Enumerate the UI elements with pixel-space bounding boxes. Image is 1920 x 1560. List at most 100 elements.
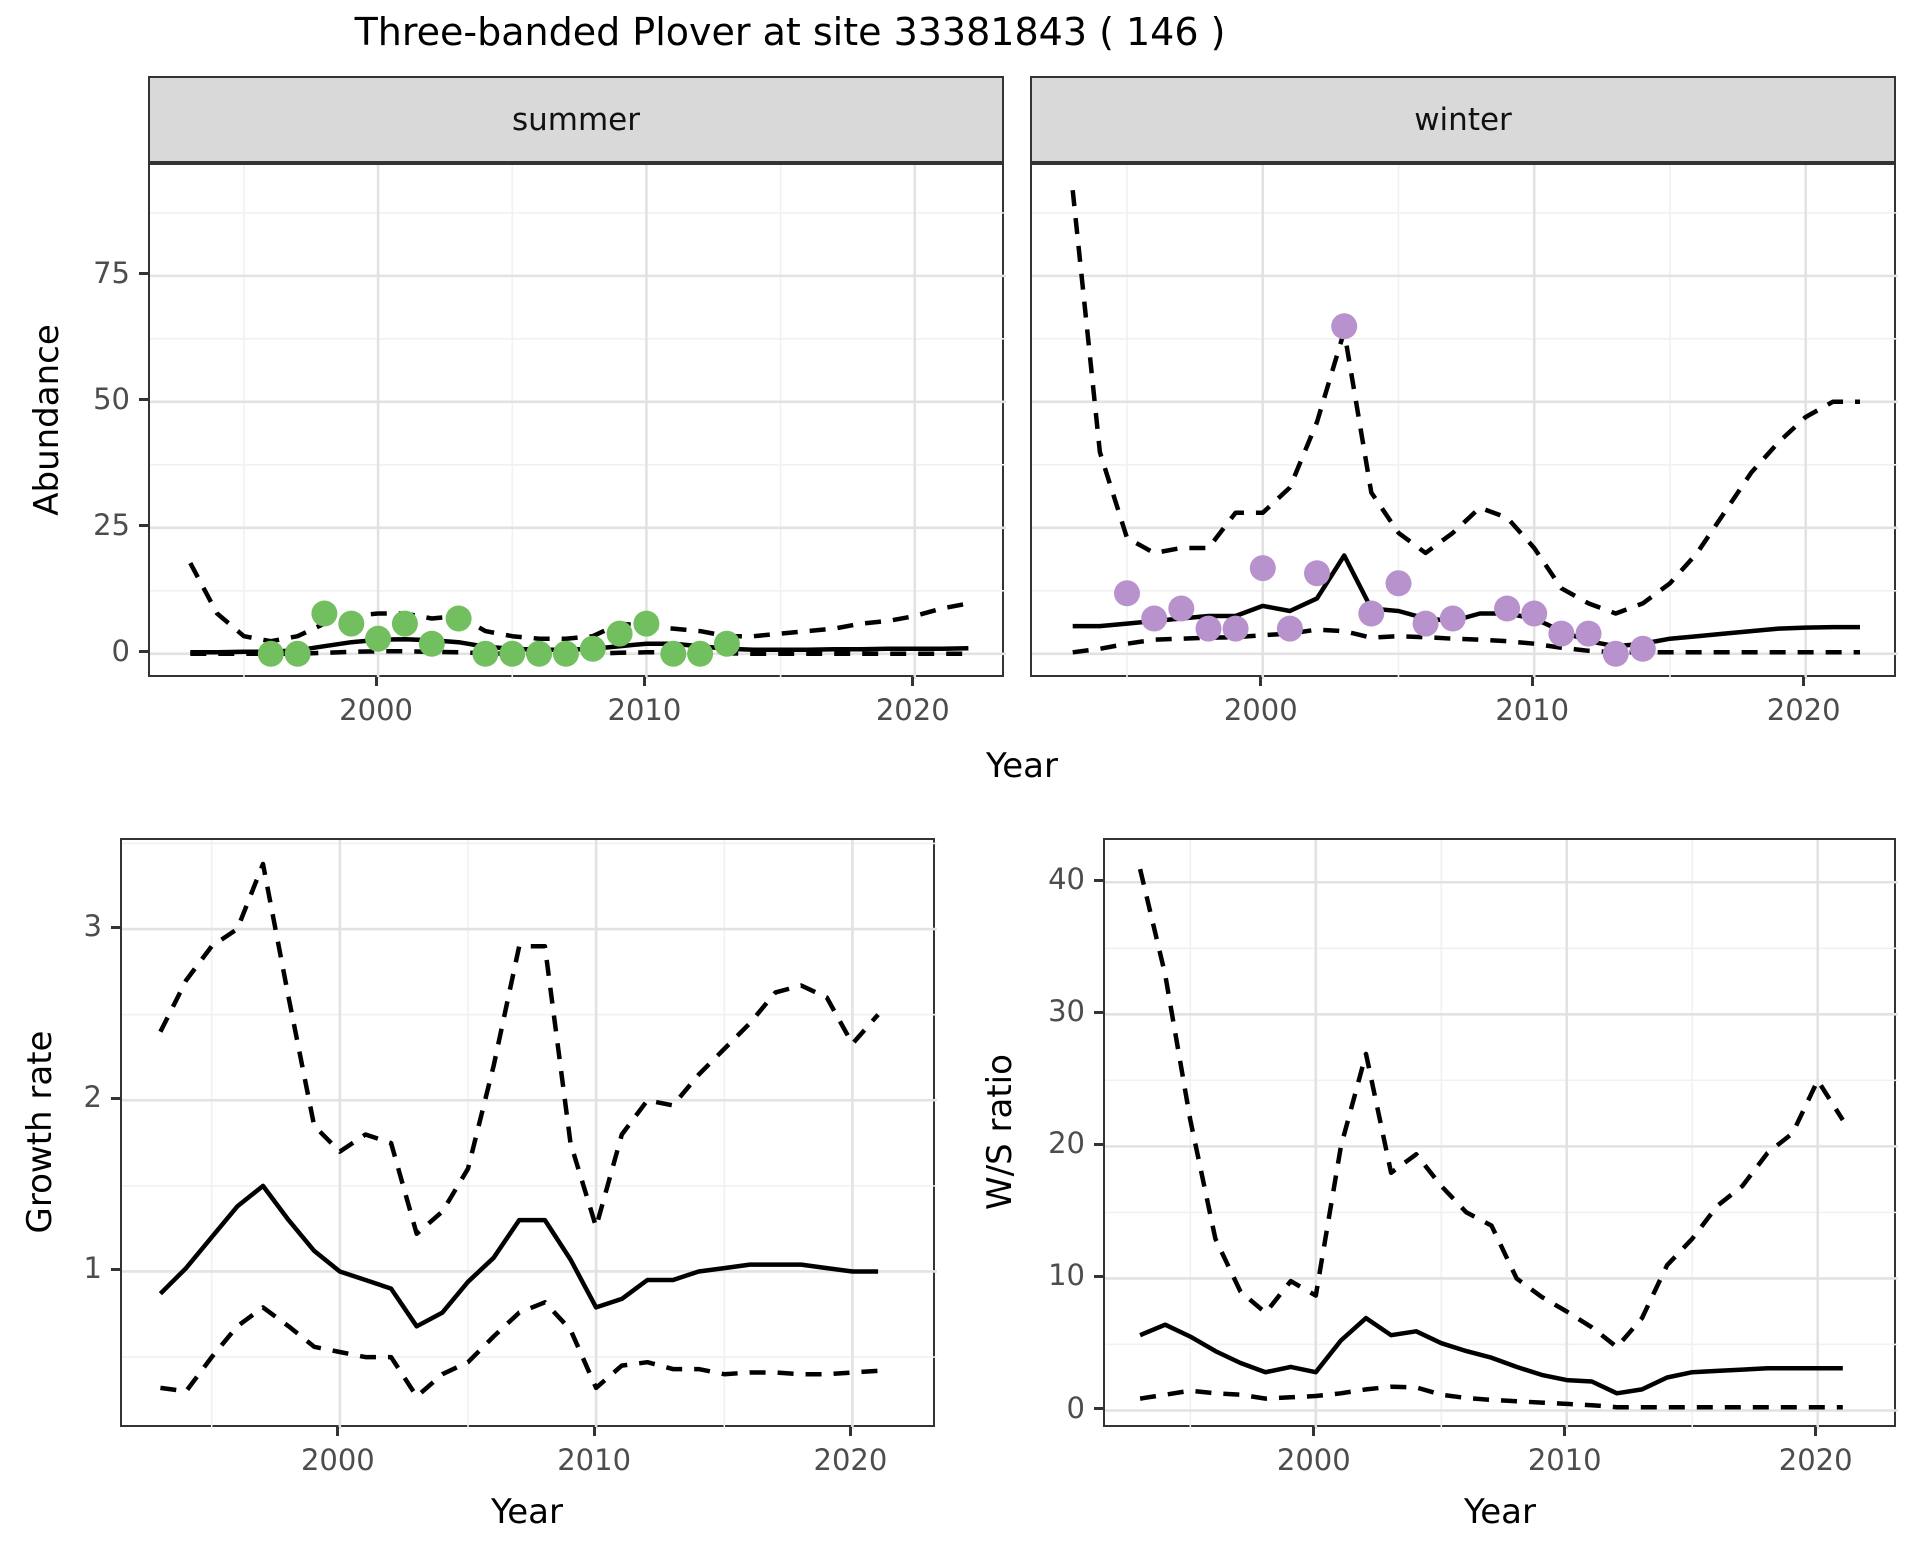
y-axis-title-abundance: Abundance bbox=[27, 324, 67, 516]
data-point-observed-counts-summer bbox=[606, 620, 633, 647]
summer-fit-line bbox=[190, 636, 969, 655]
ws-y-tick bbox=[1094, 1142, 1103, 1146]
data-point-observed-counts-summer bbox=[687, 640, 714, 667]
ws-y-tick-label: 30 bbox=[1048, 994, 1085, 1029]
summer-x-tick-label: 2010 bbox=[607, 693, 682, 727]
summer-x-tick bbox=[911, 677, 915, 686]
ws-y-tick bbox=[1094, 1274, 1103, 1278]
data-point-observed-counts-winter bbox=[1114, 580, 1140, 607]
growth-y-tick bbox=[111, 1096, 120, 1100]
data-point-observed-counts-winter bbox=[1548, 620, 1575, 647]
ws-x-tick-label: 2000 bbox=[1276, 1443, 1351, 1477]
data-point-observed-counts-winter bbox=[1358, 600, 1385, 627]
summer-upper_ci-line bbox=[188, 562, 969, 644]
growth-x-tick bbox=[336, 1427, 340, 1436]
x-axis-title-bottom-left: Year bbox=[491, 1492, 563, 1532]
panel-abundance-summer bbox=[148, 163, 1006, 679]
data-point-observed-counts-winter bbox=[1629, 635, 1656, 662]
growth-y-tick bbox=[111, 1267, 120, 1271]
data-point-observed-counts-winter bbox=[1521, 600, 1548, 627]
ws-x-tick bbox=[1312, 1427, 1316, 1436]
growth-y-tick-label: 3 bbox=[83, 909, 102, 944]
summer-y-tick bbox=[139, 398, 148, 402]
facet-strip-winter: winter bbox=[1030, 76, 1896, 163]
growth-lower_ci-line bbox=[160, 1300, 879, 1399]
summer-x-tick bbox=[374, 677, 378, 686]
data-point-observed-counts-summer bbox=[526, 640, 553, 667]
data-point-observed-counts-summer bbox=[660, 640, 687, 667]
winter-plot-area bbox=[1032, 165, 1898, 679]
data-point-observed-counts-summer bbox=[499, 640, 526, 667]
summer-y-tick bbox=[139, 650, 148, 654]
data-point-observed-counts-summer bbox=[338, 610, 365, 637]
x-axis-title-top: Year bbox=[986, 746, 1058, 786]
data-point-observed-counts-winter bbox=[1439, 605, 1466, 632]
data-point-observed-counts-summer bbox=[633, 610, 660, 637]
summer-lower_ci-line bbox=[190, 649, 969, 657]
data-point-observed-counts-winter bbox=[1276, 615, 1303, 642]
data-point-observed-counts-summer bbox=[445, 605, 472, 632]
data-point-observed-counts-summer bbox=[311, 600, 338, 627]
facet-strip-summer: summer bbox=[148, 76, 1004, 163]
growth-y-tick-label: 1 bbox=[83, 1251, 102, 1286]
data-point-observed-counts-summer bbox=[284, 640, 311, 667]
growth-y-tick bbox=[111, 925, 120, 929]
data-point-observed-counts-winter bbox=[1304, 560, 1330, 587]
facet-strip-summer-label: summer bbox=[511, 101, 640, 138]
data-point-observed-counts-winter bbox=[1412, 610, 1439, 637]
summer-y-tick-label: 0 bbox=[111, 633, 130, 668]
data-point-observed-counts-summer bbox=[391, 610, 418, 637]
ws-y-tick-label: 10 bbox=[1048, 1258, 1085, 1293]
ws-lower_ci-line bbox=[1139, 1384, 1843, 1410]
panel-ws-ratio bbox=[1103, 838, 1898, 1429]
summer-y-tick-label: 75 bbox=[93, 255, 130, 290]
ws-x-tick bbox=[1814, 1427, 1818, 1436]
data-point-observed-counts-summer bbox=[579, 635, 606, 662]
summer-x-tick bbox=[642, 677, 646, 686]
ws-y-tick bbox=[1094, 1010, 1103, 1014]
growth-upper_ci-line bbox=[158, 861, 880, 1237]
summer-plot-area bbox=[150, 165, 1006, 679]
y-axis-title-growth-rate: Growth rate bbox=[20, 1030, 60, 1234]
x-axis-title-bottom-right: Year bbox=[1464, 1492, 1536, 1532]
ws-y-tick bbox=[1094, 1407, 1103, 1410]
facet-strip-winter-label: winter bbox=[1414, 101, 1512, 138]
data-point-observed-counts-winter bbox=[1195, 615, 1222, 642]
ws-fit-line bbox=[1139, 1315, 1843, 1396]
winter-upper_ci-line bbox=[1070, 189, 1860, 616]
growth-y-tick-label: 2 bbox=[83, 1080, 102, 1115]
data-point-observed-counts-winter bbox=[1575, 620, 1602, 647]
summer-y-tick bbox=[139, 524, 148, 528]
growth-plot-area bbox=[122, 840, 937, 1429]
growth-x-tick-label: 2010 bbox=[557, 1443, 632, 1477]
data-point-observed-counts-winter bbox=[1385, 570, 1412, 597]
summer-y-tick-label: 25 bbox=[93, 507, 130, 542]
ws-x-tick-label: 2020 bbox=[1778, 1443, 1853, 1477]
data-point-observed-counts-winter bbox=[1602, 640, 1629, 667]
ws-y-tick-label: 20 bbox=[1048, 1126, 1085, 1161]
growth-fit-line bbox=[158, 1183, 879, 1329]
ws-y-tick-label: 0 bbox=[1066, 1390, 1085, 1425]
panel-abundance-winter bbox=[1030, 163, 1898, 679]
ws-upper_ci-line bbox=[1137, 868, 1845, 1350]
winter-x-tick bbox=[1530, 677, 1534, 686]
data-point-observed-counts-summer bbox=[472, 640, 499, 667]
winter-x-tick bbox=[1802, 677, 1806, 686]
data-point-observed-counts-summer bbox=[552, 640, 579, 667]
data-point-observed-counts-winter bbox=[1222, 615, 1249, 642]
ws-x-tick bbox=[1563, 1427, 1567, 1436]
data-point-observed-counts-winter bbox=[1249, 555, 1276, 582]
winter-x-tick-label: 2020 bbox=[1766, 693, 1841, 727]
data-point-observed-counts-winter bbox=[1141, 605, 1168, 632]
growth-x-tick bbox=[848, 1427, 852, 1436]
winter-lower_ci-line bbox=[1072, 627, 1860, 655]
summer-y-tick-label: 50 bbox=[93, 381, 130, 416]
ws-plot-area bbox=[1105, 840, 1898, 1429]
panel-growth-rate bbox=[120, 838, 937, 1429]
summer-x-tick-label: 2000 bbox=[339, 693, 413, 727]
growth-x-tick-label: 2020 bbox=[813, 1443, 888, 1477]
figure-title: Three-banded Plover at site 33381843 ( 1… bbox=[354, 10, 1226, 54]
winter-x-tick-label: 2010 bbox=[1495, 693, 1570, 727]
winter-x-tick bbox=[1259, 677, 1263, 686]
